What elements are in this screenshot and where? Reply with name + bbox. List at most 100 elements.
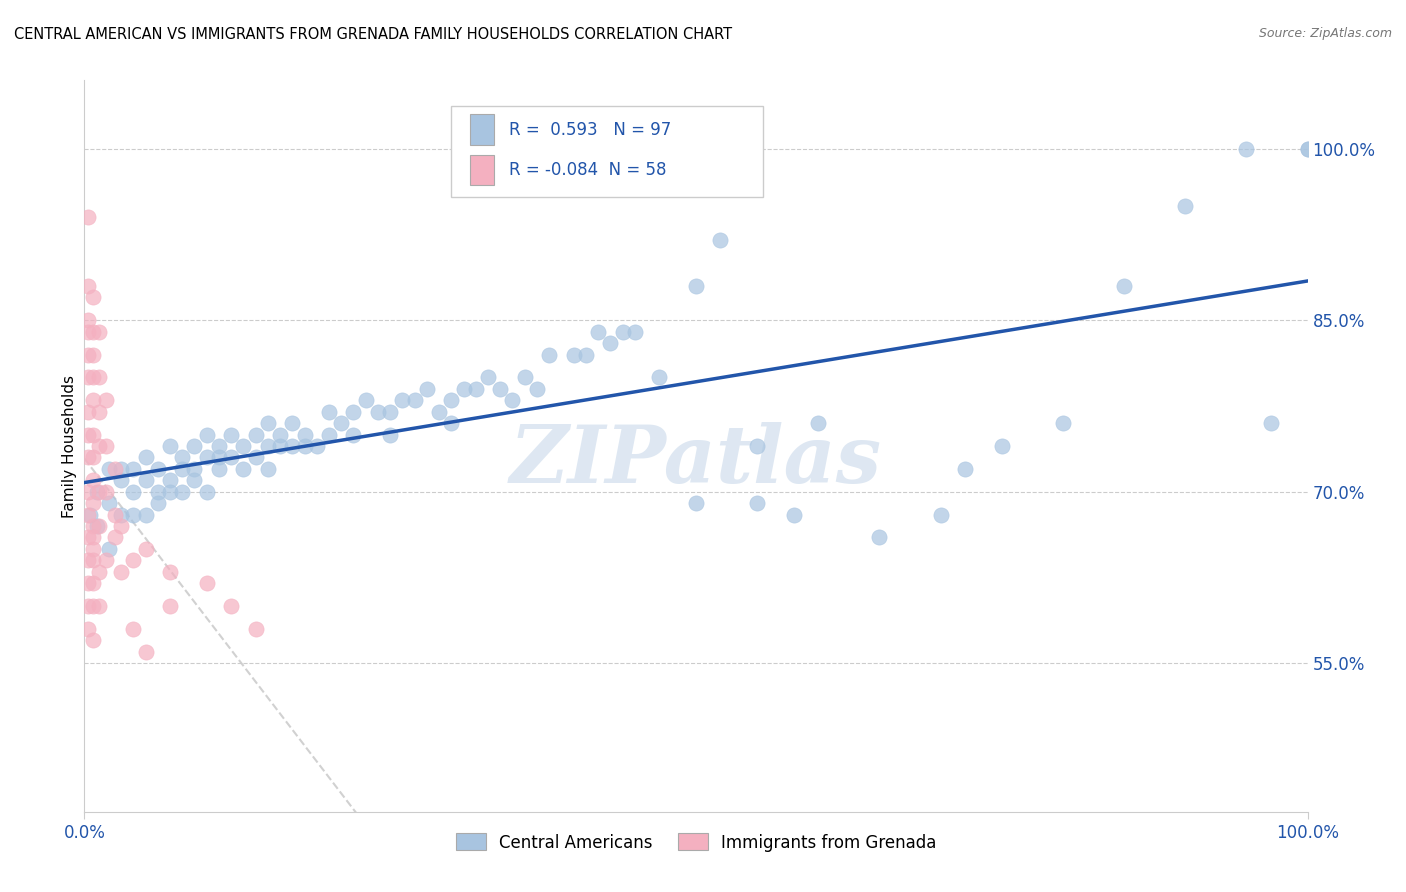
Point: [87, 370, 110, 384]
Point: [953, 462, 976, 476]
Point: [245, 427, 267, 442]
Point: [146, 484, 169, 499]
Point: [991, 439, 1014, 453]
Point: [489, 382, 512, 396]
Point: [245, 450, 267, 465]
FancyBboxPatch shape: [470, 114, 494, 145]
Point: [1296, 142, 1319, 156]
Point: [440, 416, 463, 430]
Point: [135, 508, 157, 522]
Point: [77, 530, 100, 544]
Point: [87, 405, 110, 419]
Point: [526, 382, 548, 396]
Point: [195, 450, 218, 465]
Point: [219, 427, 242, 442]
Y-axis label: Family Households: Family Households: [62, 375, 77, 517]
Point: [77, 370, 100, 384]
Point: [82, 530, 104, 544]
Point: [538, 348, 561, 362]
Point: [77, 325, 100, 339]
Point: [269, 427, 291, 442]
Point: [87, 519, 110, 533]
Point: [208, 450, 231, 465]
Point: [219, 450, 242, 465]
Point: [82, 496, 104, 510]
Point: [648, 370, 671, 384]
Point: [257, 416, 280, 430]
Point: [330, 416, 353, 430]
Point: [122, 508, 145, 522]
Point: [183, 439, 205, 453]
Point: [135, 473, 157, 487]
Point: [96, 393, 118, 408]
Point: [82, 348, 104, 362]
Point: [77, 508, 100, 522]
Point: [122, 462, 145, 476]
Point: [440, 393, 463, 408]
FancyBboxPatch shape: [451, 106, 763, 197]
Point: [562, 348, 585, 362]
Point: [380, 405, 402, 419]
Point: [367, 405, 389, 419]
Point: [110, 565, 132, 579]
Point: [612, 325, 634, 339]
Point: [232, 439, 254, 453]
Point: [709, 233, 731, 247]
Point: [110, 462, 132, 476]
Point: [416, 382, 439, 396]
Point: [354, 393, 377, 408]
Point: [122, 484, 145, 499]
Point: [342, 427, 364, 442]
Point: [146, 462, 169, 476]
Text: CENTRAL AMERICAN VS IMMIGRANTS FROM GRENADA FAMILY HOUSEHOLDS CORRELATION CHART: CENTRAL AMERICAN VS IMMIGRANTS FROM GREN…: [14, 27, 733, 42]
Point: [122, 622, 145, 636]
Point: [87, 439, 110, 453]
Point: [82, 370, 104, 384]
Point: [82, 427, 104, 442]
Point: [135, 450, 157, 465]
Point: [104, 530, 127, 544]
Point: [82, 599, 104, 613]
Point: [122, 553, 145, 567]
Point: [96, 439, 118, 453]
Point: [183, 473, 205, 487]
Point: [77, 484, 100, 499]
Point: [1260, 416, 1282, 430]
Point: [807, 416, 830, 430]
Point: [391, 393, 413, 408]
Point: [159, 565, 181, 579]
Text: ZIPatlas: ZIPatlas: [510, 422, 882, 500]
Point: [97, 462, 120, 476]
Point: [87, 484, 110, 499]
Point: [159, 473, 181, 487]
Point: [318, 405, 340, 419]
Point: [86, 484, 108, 499]
Point: [86, 519, 108, 533]
Point: [502, 393, 524, 408]
Point: [77, 313, 100, 327]
Point: [318, 427, 340, 442]
Point: [453, 382, 475, 396]
Point: [96, 553, 118, 567]
Point: [159, 484, 181, 499]
Point: [281, 439, 304, 453]
Point: [79, 508, 101, 522]
Point: [82, 393, 104, 408]
Point: [159, 599, 181, 613]
Point: [110, 519, 132, 533]
Point: [82, 450, 104, 465]
Point: [575, 348, 598, 362]
Point: [77, 599, 100, 613]
Point: [257, 439, 280, 453]
Point: [208, 462, 231, 476]
Point: [195, 427, 218, 442]
Point: [219, 599, 242, 613]
Point: [82, 541, 104, 556]
Point: [97, 541, 120, 556]
Point: [513, 370, 536, 384]
FancyBboxPatch shape: [470, 154, 494, 186]
Point: [77, 553, 100, 567]
Point: [294, 439, 316, 453]
Point: [87, 565, 110, 579]
Point: [82, 633, 104, 648]
